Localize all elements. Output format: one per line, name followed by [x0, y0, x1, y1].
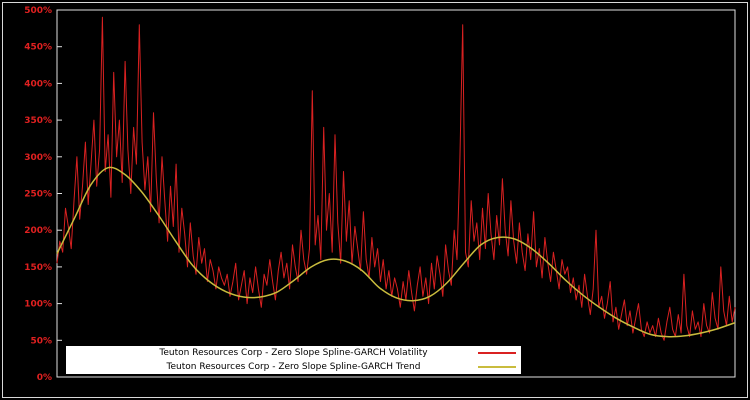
y-tick-label: 500%	[24, 6, 52, 16]
trend-line-sample-icon	[478, 366, 516, 368]
volatility-series-line	[56, 16, 736, 341]
legend-item-volatility: Teuton Resources Corp - Zero Slope Splin…	[66, 346, 521, 360]
legend-item-trend: Teuton Resources Corp - Zero Slope Splin…	[66, 360, 521, 374]
legend: Teuton Resources Corp - Zero Slope Splin…	[66, 346, 521, 374]
y-tick-label: 300%	[24, 153, 52, 163]
plot-border	[56, 9, 736, 378]
legend-label-volatility: Teuton Resources Corp - Zero Slope Splin…	[159, 348, 428, 358]
y-tick-label: 250%	[24, 190, 52, 200]
y-tick-label: 150%	[24, 263, 52, 273]
trend-series-line	[56, 166, 736, 338]
y-tick-label: 100%	[24, 300, 52, 310]
volatility-line-sample-icon	[478, 352, 516, 354]
y-tick-label: 400%	[24, 79, 52, 89]
y-tick-label: 0%	[37, 373, 52, 383]
legend-label-trend: Teuton Resources Corp - Zero Slope Splin…	[166, 362, 421, 372]
y-tick-label: 200%	[24, 226, 52, 236]
y-tick-label: 50%	[30, 336, 52, 346]
y-tick-label: 450%	[24, 43, 52, 53]
y-tick-label: 350%	[24, 116, 52, 126]
